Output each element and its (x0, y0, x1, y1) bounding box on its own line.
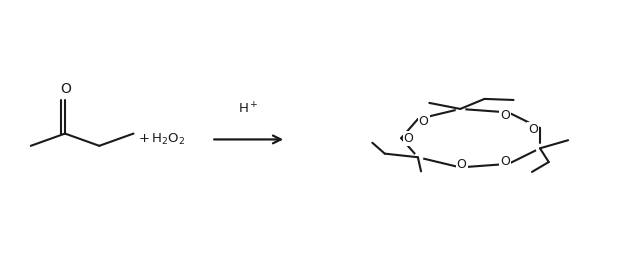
Text: O: O (500, 155, 510, 168)
Text: O: O (419, 115, 428, 128)
Text: O: O (404, 132, 414, 145)
Text: O: O (528, 123, 538, 135)
Text: O: O (457, 158, 467, 171)
Text: O: O (500, 109, 510, 122)
Text: O: O (60, 82, 71, 96)
Text: H$^+$: H$^+$ (238, 101, 259, 116)
Text: $+\,$H$_2$O$_2$: $+\,$H$_2$O$_2$ (138, 132, 185, 147)
